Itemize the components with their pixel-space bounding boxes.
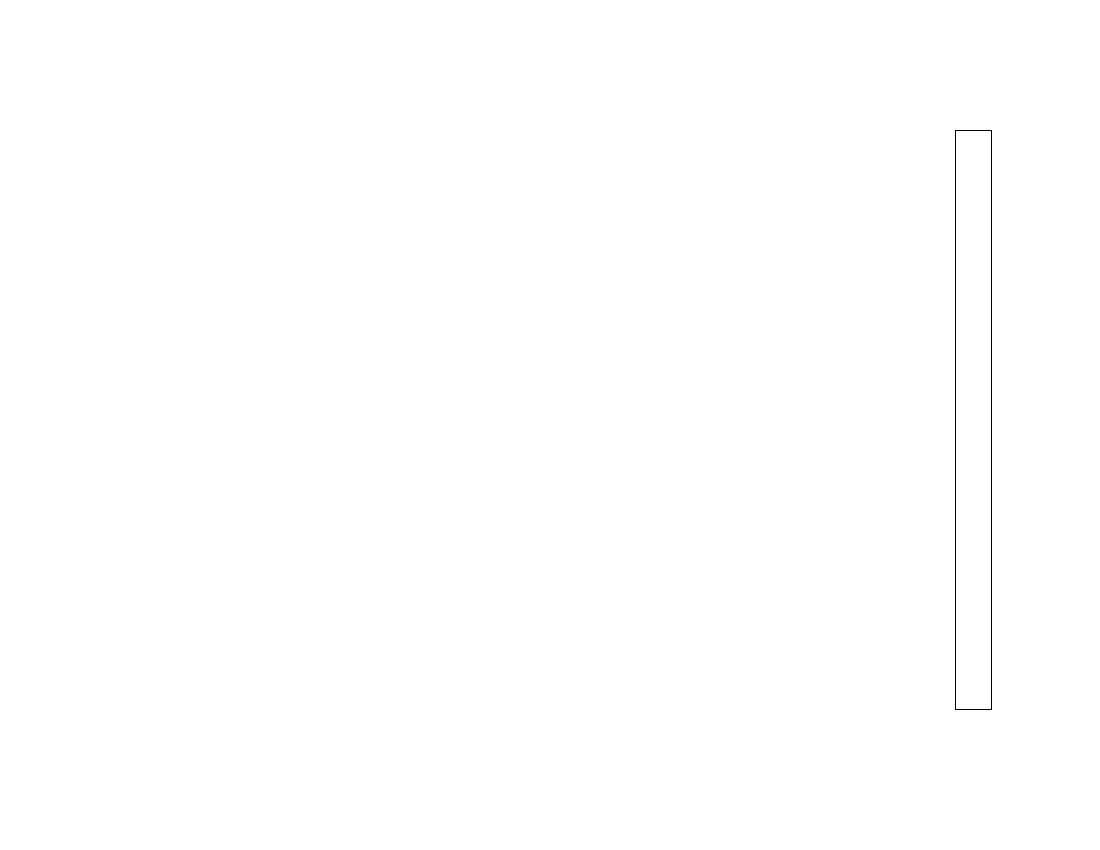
colorbar [955, 130, 992, 710]
wind-reference-vector [940, 736, 1080, 770]
plot-title [0, 16, 1100, 42]
map-panel [205, 75, 900, 730]
